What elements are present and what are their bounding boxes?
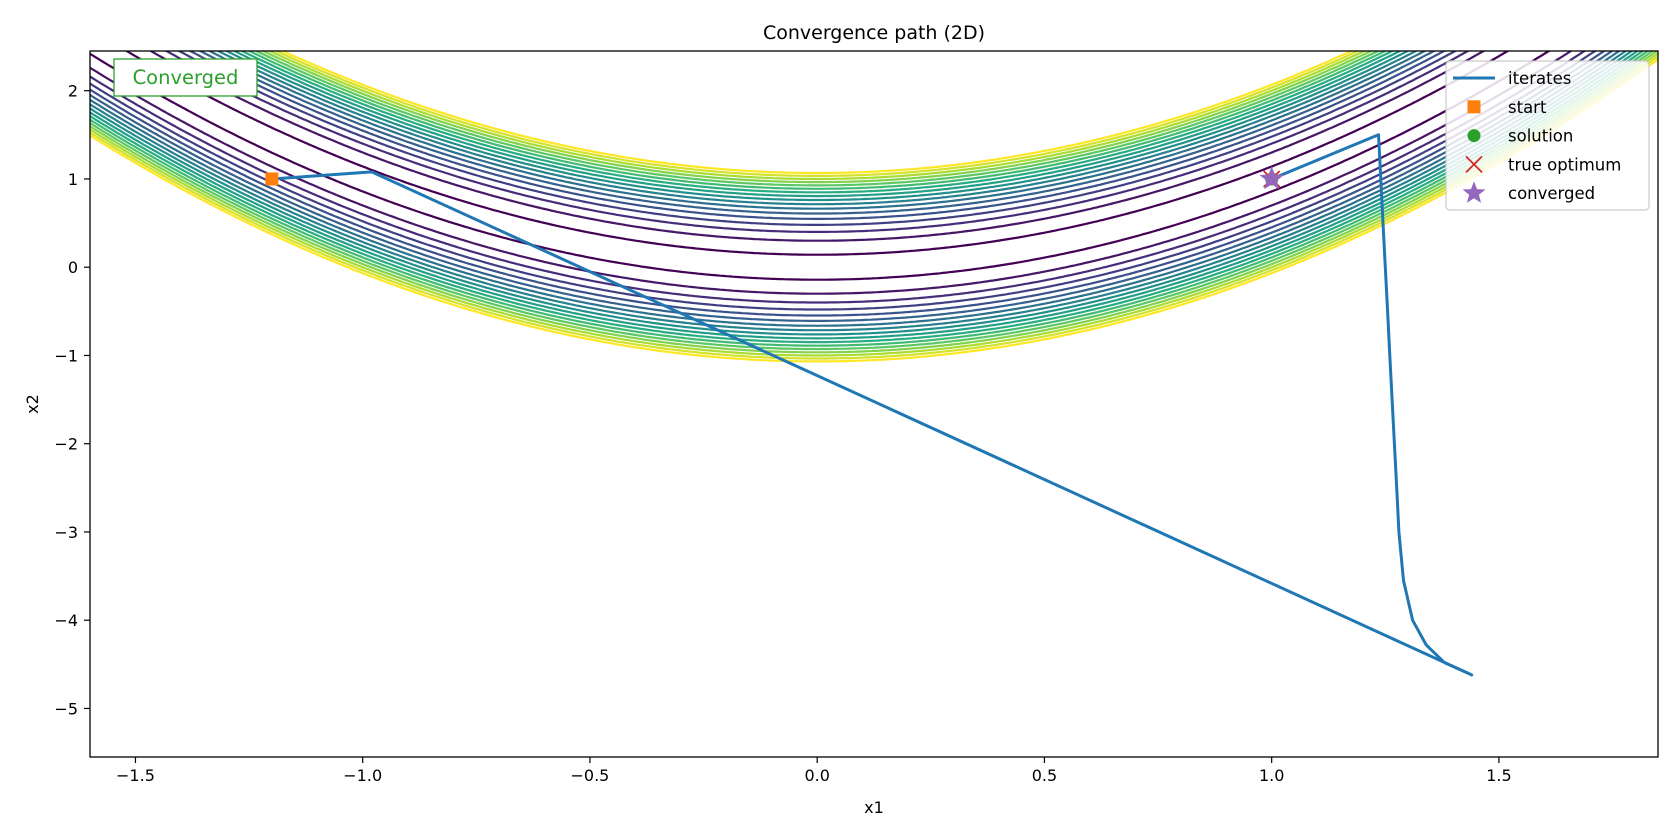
contour-line xyxy=(90,55,1658,360)
x-tick-label: −1.5 xyxy=(116,766,155,785)
contour-line xyxy=(124,51,1510,256)
legend-swatch-solution xyxy=(1467,129,1481,143)
contour-line xyxy=(198,51,1437,215)
legend: iterates start solution true optimum converg… xyxy=(1445,60,1650,211)
contour-line xyxy=(267,51,1368,181)
legend-swatch-converged xyxy=(1462,181,1486,203)
contour-line xyxy=(164,51,1471,233)
contour-line xyxy=(215,51,1419,206)
contour-line xyxy=(90,51,1628,332)
contour-line xyxy=(90,51,1650,347)
legend-label-converged: converged xyxy=(1508,184,1595,203)
legend-label-iterates: iterates xyxy=(1508,69,1571,88)
legend-label-start: start xyxy=(1508,98,1547,117)
legend-swatch-true-optimum xyxy=(1465,155,1483,174)
contour-line xyxy=(260,51,1374,184)
contour-line xyxy=(90,51,1655,351)
contour-line xyxy=(280,51,1355,175)
chart-title: Convergence path (2D) xyxy=(763,22,985,44)
contour-line xyxy=(90,51,1645,344)
contour-line xyxy=(176,51,1458,226)
y-tick-label: −4 xyxy=(54,611,78,630)
x-tick-label: −0.5 xyxy=(571,766,610,785)
y-tick-label: 1 xyxy=(68,170,78,189)
legend-label-solution: solution xyxy=(1508,127,1573,146)
marker-converged xyxy=(1259,166,1284,190)
y-tick-label: −5 xyxy=(54,699,78,718)
contour-line xyxy=(90,52,1658,357)
contour-line xyxy=(232,51,1403,198)
contour-line xyxy=(273,51,1361,177)
contour-line xyxy=(90,51,1614,322)
contour-line xyxy=(90,51,1551,281)
x-tick-label: 0.0 xyxy=(804,766,829,785)
contour-line xyxy=(246,51,1388,190)
y-axis: 2 1 0 −1 −2 −3 −4 −5 xyxy=(54,82,90,718)
contour-line xyxy=(253,51,1381,187)
x-axis: −1.5 −1.0 −0.5 0.0 0.5 1.0 1.5 xyxy=(116,757,1512,785)
status-box: Converged xyxy=(113,58,258,97)
contour-lines xyxy=(90,51,1658,363)
contour-line xyxy=(90,58,1658,363)
y-tick-label: 0 xyxy=(68,258,78,277)
status-text: Converged xyxy=(133,66,239,89)
x-tick-label: 0.5 xyxy=(1032,766,1057,785)
contour-line xyxy=(90,51,1622,327)
x-tick-label: 1.0 xyxy=(1259,766,1284,785)
legend-box xyxy=(1445,60,1650,211)
contour-line xyxy=(239,51,1395,194)
y-tick-label: 2 xyxy=(68,82,78,101)
contour-line xyxy=(90,51,1587,304)
series-layer xyxy=(265,133,1474,677)
contour-line xyxy=(90,51,1607,317)
legend-label-true-optimum: true optimum xyxy=(1508,155,1621,174)
contour-line xyxy=(90,51,1598,311)
legend-swatch-start xyxy=(1467,100,1481,114)
x-tick-label: −1.0 xyxy=(343,766,382,785)
contour-line xyxy=(224,51,1411,202)
status-box-border xyxy=(113,58,258,97)
x-tick-label: 1.5 xyxy=(1486,766,1511,785)
contour-line xyxy=(90,51,1658,354)
plot-frame xyxy=(89,50,1659,758)
y-tick-label: −3 xyxy=(54,523,78,542)
y-axis-label: x2 xyxy=(23,394,42,414)
marker-start xyxy=(265,172,279,186)
contour-line xyxy=(90,51,1634,336)
contour-line xyxy=(90,51,1640,340)
x-axis-label: x1 xyxy=(864,798,884,817)
contour-line xyxy=(188,51,1447,220)
contour-line xyxy=(148,51,1486,242)
y-tick-label: −1 xyxy=(54,346,78,365)
y-tick-label: −2 xyxy=(54,435,78,454)
contour-line xyxy=(90,51,1573,295)
contour-line xyxy=(207,51,1428,210)
series-iterates-line xyxy=(271,133,1474,677)
